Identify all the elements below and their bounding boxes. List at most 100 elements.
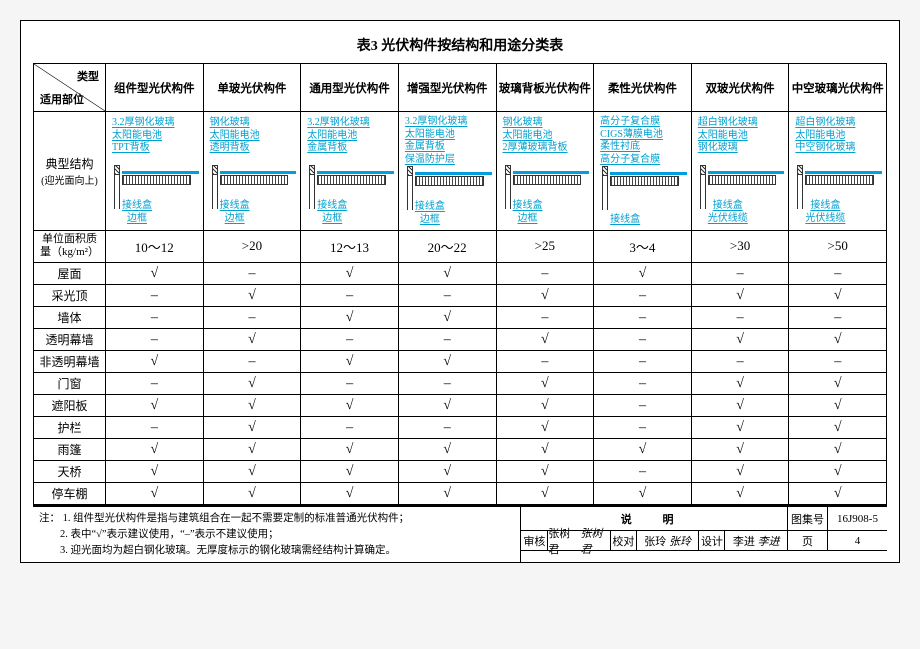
cell: √ [301, 263, 399, 285]
cell: √ [496, 461, 594, 483]
cell: – [106, 329, 204, 351]
struct-cell: 钢化玻璃太阳能电池2厚薄玻璃背板接线盒边框 [496, 112, 594, 231]
cell: – [594, 373, 692, 395]
tb-page-value: 4 [827, 531, 887, 551]
cell: – [398, 417, 496, 439]
col-header: 组件型光伏构件 [106, 64, 204, 112]
mass-value: >50 [789, 230, 887, 263]
cell: – [789, 263, 887, 285]
cell: √ [203, 395, 301, 417]
layer-list: 钢化玻璃太阳能电池透明背板 [206, 115, 299, 165]
col-header: 通用型光伏构件 [301, 64, 399, 112]
cell: – [203, 351, 301, 373]
cell: √ [106, 263, 204, 285]
cell: √ [398, 351, 496, 373]
cell: – [691, 263, 789, 285]
cell: √ [496, 417, 594, 439]
cell: – [691, 351, 789, 373]
tb-review: 张玲 张玲 [636, 531, 699, 551]
cell: √ [789, 439, 887, 461]
lead-labels: 接线盒 [610, 214, 640, 227]
col-header: 双玻光伏构件 [691, 64, 789, 112]
layer-list: 3.2厚钢化玻璃太阳能电池TPT背板 [108, 115, 201, 165]
cell: √ [496, 483, 594, 505]
cell: – [594, 285, 692, 307]
struct-cell: 超白钢化玻璃太阳能电池中空钢化玻璃接线盒光伏线缆 [789, 112, 887, 231]
col-header: 增强型光伏构件 [398, 64, 496, 112]
tb-set-value: 16J908-5 [827, 507, 887, 531]
lead-labels: 接线盒光伏线缆 [708, 200, 748, 225]
cell: √ [301, 351, 399, 373]
cell: √ [691, 461, 789, 483]
cell: – [594, 329, 692, 351]
tb-check: 张树君 张树君 [547, 531, 610, 551]
col-header: 玻璃背板光伏构件 [496, 64, 594, 112]
mass-value: >20 [203, 230, 301, 263]
struct-cell: 高分子复合膜CIGS薄膜电池柔性衬底高分子复合膜接线盒 [594, 112, 692, 231]
cell: √ [398, 461, 496, 483]
cell: √ [106, 395, 204, 417]
corner-row: 适用部位 [40, 91, 84, 107]
cell: – [594, 351, 692, 373]
cell: √ [594, 263, 692, 285]
layer-list: 超白钢化玻璃太阳能电池中空钢化玻璃 [791, 115, 884, 165]
lead-labels: 接线盒边框 [220, 200, 250, 225]
cell: √ [301, 461, 399, 483]
cell: – [106, 307, 204, 329]
layer-list: 超白钢化玻璃太阳能电池钢化玻璃 [694, 115, 787, 165]
cell: – [594, 417, 692, 439]
cell: – [496, 307, 594, 329]
cell: – [789, 307, 887, 329]
classification-table: 类型适用部位组件型光伏构件单玻光伏构件通用型光伏构件增强型光伏构件玻璃背板光伏构… [33, 63, 887, 505]
lead-labels: 接线盒边框 [122, 200, 152, 225]
cell: √ [691, 395, 789, 417]
mass-value: 3～4 [594, 230, 692, 263]
struct-cell: 钢化玻璃太阳能电池透明背板接线盒边框 [203, 112, 301, 231]
lead-labels: 接线盒边框 [513, 200, 543, 225]
cell: √ [789, 373, 887, 395]
cell: – [106, 417, 204, 439]
row-label: 采光顶 [34, 285, 106, 307]
cell: √ [301, 439, 399, 461]
cell: – [496, 263, 594, 285]
struct-diagram: 接线盒光伏线缆 [694, 165, 787, 227]
cell: √ [106, 483, 204, 505]
row-label: 遮阳板 [34, 395, 106, 417]
col-header: 中空玻璃光伏构件 [789, 64, 887, 112]
mass-label: 单位面积质量（kg/m²） [34, 230, 106, 263]
struct-label: 典型结构(迎光面向上) [34, 112, 106, 231]
cell: – [203, 263, 301, 285]
struct-diagram: 接线盒边框 [499, 165, 592, 227]
cell: – [398, 285, 496, 307]
cell: – [691, 307, 789, 329]
mass-value: >25 [496, 230, 594, 263]
page: 表3 光伏构件按结构和用途分类表 类型适用部位组件型光伏构件单玻光伏构件通用型光… [20, 20, 900, 563]
cell: √ [106, 351, 204, 373]
cell: √ [691, 285, 789, 307]
row-label: 停车棚 [34, 483, 106, 505]
cell: √ [203, 285, 301, 307]
cell: √ [691, 483, 789, 505]
struct-diagram: 接线盒边框 [206, 165, 299, 227]
tb-set-label: 图集号 [787, 507, 827, 531]
mass-value: >30 [691, 230, 789, 263]
cell: – [106, 373, 204, 395]
cell: √ [789, 417, 887, 439]
layer-list: 3.2厚钢化玻璃太阳能电池金属背板保温防护层 [401, 114, 494, 166]
cell: – [789, 351, 887, 373]
layer-list: 高分子复合膜CIGS薄膜电池柔性衬底高分子复合膜 [596, 114, 689, 166]
cell: – [594, 461, 692, 483]
cell: √ [203, 373, 301, 395]
title-block: 说 明 图集号 16J908-5 审核 张树君 张树君 校对 张玲 张玲 设计 … [520, 507, 887, 562]
cell: √ [398, 395, 496, 417]
cell: – [594, 395, 692, 417]
cell: √ [203, 483, 301, 505]
row-label: 透明幕墙 [34, 329, 106, 351]
tb-check-label: 审核 [521, 531, 547, 551]
mass-value: 20～22 [398, 230, 496, 263]
row-label: 护栏 [34, 417, 106, 439]
lead-labels: 接线盒边框 [317, 200, 347, 225]
struct-cell: 3.2厚钢化玻璃太阳能电池金属背板接线盒边框 [301, 112, 399, 231]
cell: √ [398, 483, 496, 505]
cell: √ [789, 395, 887, 417]
